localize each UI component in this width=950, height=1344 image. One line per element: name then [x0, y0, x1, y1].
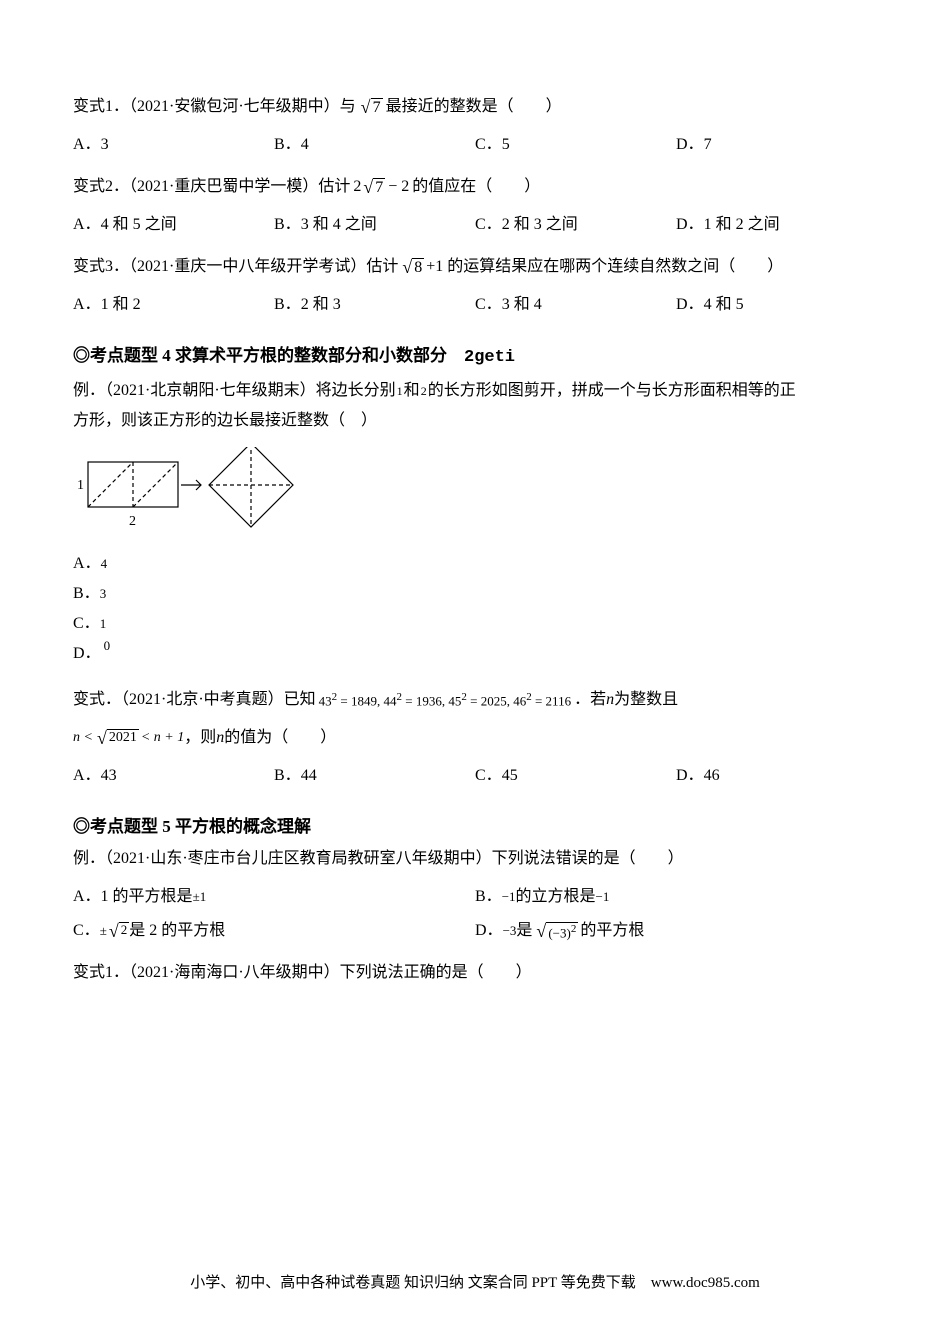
opt-a: A．43	[73, 764, 274, 788]
opt-d: D．1 和 2 之间	[676, 213, 877, 237]
opt-c: C．45	[475, 764, 676, 788]
opt-c: C．3 和 4	[475, 293, 676, 317]
variant-1-stem: 变式1．（2021·安徽包河·七年级期中）与 √ 7 最接近的整数是（ ）	[73, 95, 877, 119]
opt-a: A．4 和 5 之间	[73, 213, 274, 237]
rectangle-to-square-diagram: 1 2	[73, 447, 877, 542]
v3-prefix: 变式3．（2021·重庆一中八年级开学考试）估计	[73, 255, 398, 279]
variant-mid-options: A．43 B．44 C．45 D．46	[73, 764, 877, 788]
sec5-row-ab: A．1 的平方根是 ±1 B． −1 的立方根是 −1	[73, 885, 877, 909]
variant-2-stem: 变式2．（2021·重庆巴蜀中学一模）估计 2 √7 − 2 的值应在（ ）	[73, 175, 877, 199]
variant-3-stem: 变式3．（2021·重庆一中八年级开学考试）估计 √ 8 +1 的运算结果应在哪…	[73, 255, 877, 279]
sec5-row-cd: C． ± √2 是 2 的平方根 D． −3 是 √ (−3)2 的平方根	[73, 919, 877, 943]
sec5-opt-c: C． ± √2 是 2 的平方根	[73, 919, 475, 943]
opt-c: C．5	[475, 133, 676, 157]
opt-b: B．3 和 4 之间	[274, 213, 475, 237]
sec5-opt-b: B． −1 的立方根是 −1	[475, 885, 877, 909]
sec5-example: 例．（2021·山东·枣庄市台儿庄区教育局教研室八年级期中）下列说法错误的是（ …	[73, 847, 877, 871]
variant-mid-line1: 变式．（2021·北京·中考真题）已知 432 = 1849, 442 = 19…	[73, 688, 877, 712]
sqrt-8: √ 8	[400, 258, 424, 277]
sec4-example-line2: 方形，则该正方形的边长最接近整数（ ）	[73, 409, 877, 433]
sec5-opt-a: A．1 的平方根是 ±1	[73, 885, 475, 909]
variant-3-options: A．1 和 2 B．2 和 3 C．3 和 4 D．4 和 5	[73, 293, 877, 317]
opt-d: D．46	[676, 764, 877, 788]
opt-b: B．2 和 3	[274, 293, 475, 317]
variant-1-options: A．3 B．4 C．5 D．7	[73, 133, 877, 157]
inequality: n < √2021 < n + 1	[73, 727, 184, 748]
opt-c: C．2 和 3 之间	[475, 213, 676, 237]
dim-label-1: 1	[77, 478, 84, 493]
sec4-opt-c: C．1	[73, 612, 877, 636]
sec4-opt-d: D． 0	[73, 642, 877, 666]
v1-suffix: 最接近的整数是（ ）	[386, 95, 562, 119]
variant-5-1: 变式1．（2021·海南海口·八年级期中）下列说法正确的是（ ）	[73, 961, 877, 985]
variant-2-options: A．4 和 5 之间 B．3 和 4 之间 C．2 和 3 之间 D．1 和 2…	[73, 213, 877, 237]
opt-b: B．4	[274, 133, 475, 157]
v2-suffix: 的值应在（ ）	[412, 175, 540, 199]
section-4-title: ◎考点题型 4 求算术平方根的整数部分和小数部分 2geti	[73, 343, 877, 371]
sec4-opt-b: B．3	[73, 582, 877, 606]
v2-prefix: 变式2．（2021·重庆巴蜀中学一模）估计	[73, 175, 350, 199]
sqrt-arg: 7	[371, 98, 383, 117]
sec4-opt-a: A．4	[73, 552, 877, 576]
page-footer: 小学、初中、高中各种试卷真题 知识归纳 文案合同 PPT 等免费下载 www.d…	[0, 1272, 950, 1295]
squares-facts: 432 = 1849, 442 = 1936, 452 = 2025, 462 …	[319, 689, 571, 711]
opt-a: A．1 和 2	[73, 293, 274, 317]
opt-d: D．7	[676, 133, 877, 157]
sec5-opt-d: D． −3 是 √ (−3)2 的平方根	[475, 919, 877, 943]
opt-a: A．3	[73, 133, 274, 157]
opt-d: D．4 和 5	[676, 293, 877, 317]
variant-mid-line2: n < √2021 < n + 1 ，则 n 的值为（ ）	[73, 726, 877, 750]
section-5-title: ◎考点题型 5 平方根的概念理解	[73, 814, 877, 840]
opt-b: B．44	[274, 764, 475, 788]
sqrt-7: √ 7	[359, 98, 383, 117]
dim-label-2: 2	[129, 514, 136, 529]
sec4-example-line1: 例．（2021·北京朝阳·七年级期末）将边长分别 1 和 2 的长方形如图剪开，…	[73, 379, 877, 403]
expr-2sqrt7-2: 2 √7 − 2	[353, 175, 409, 199]
v3-mid: +1 的运算结果应在哪两个连续自然数之间（ ）	[426, 255, 783, 279]
v1-prefix: 变式1．（2021·安徽包河·七年级期中）与	[73, 95, 356, 119]
